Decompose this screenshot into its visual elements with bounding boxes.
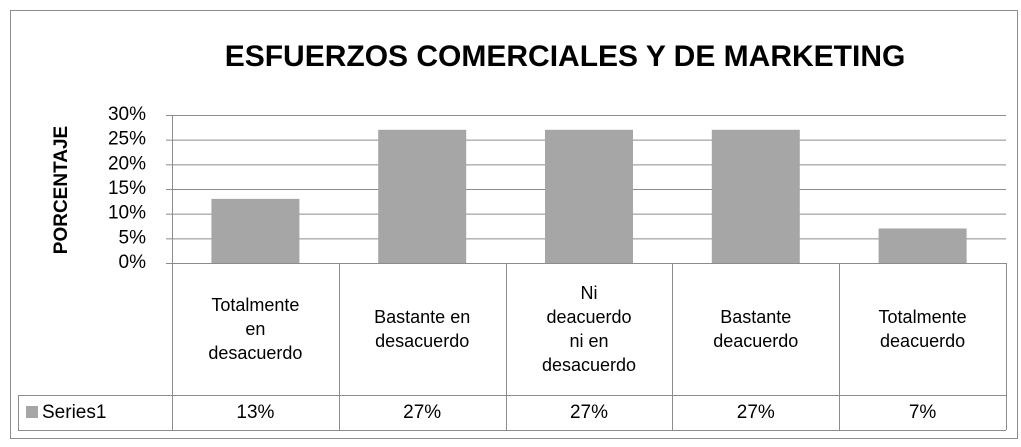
- bar: [878, 228, 967, 263]
- x-tick-label: Bastante deacuerdo: [713, 307, 799, 351]
- x-tick-label: Totalmente deacuerdo: [878, 307, 967, 351]
- table-value: 27%: [737, 402, 775, 423]
- bar: [711, 129, 800, 263]
- bar: [545, 129, 633, 263]
- bar: [211, 198, 300, 263]
- table-value: 13%: [236, 402, 274, 423]
- y-tick-label: 10%: [108, 203, 146, 224]
- x-tick-label-cell: Bastante deacuerdo: [672, 263, 839, 395]
- x-tick-label-cell: Totalmente en desacuerdo: [172, 263, 339, 395]
- y-tick-label: 5%: [119, 227, 147, 248]
- legend-label: Series1: [42, 402, 106, 423]
- table-value: 27%: [570, 402, 608, 423]
- x-tick-label: Totalmente en desacuerdo: [208, 295, 303, 363]
- legend-swatch: [26, 406, 38, 418]
- x-tick-label-cell: Ni deacuerdo ni en desacuerdo: [506, 263, 673, 395]
- y-tick-label: 15%: [108, 178, 146, 199]
- chart-title: ESFUERZOS COMERCIALES Y DE MARKETING: [225, 40, 906, 73]
- y-tick-label: 0%: [119, 252, 147, 273]
- y-axis-label: PORCENTAJE: [51, 126, 72, 254]
- x-tick-label: Ni deacuerdo ni en desacuerdo: [541, 283, 637, 375]
- x-tick-label: Bastante en desacuerdo: [374, 307, 471, 351]
- bar: [378, 129, 467, 263]
- y-tick-label: 25%: [108, 129, 146, 150]
- table-value: 7%: [909, 402, 937, 423]
- y-tick-label: 20%: [108, 153, 146, 174]
- table-value: 27%: [403, 402, 441, 423]
- x-tick-label-cell: Bastante en desacuerdo: [339, 263, 506, 395]
- y-tick-label: 30%: [108, 104, 146, 125]
- x-tick-label-cell: Totalmente deacuerdo: [839, 263, 1006, 395]
- chart-border: [10, 10, 1018, 439]
